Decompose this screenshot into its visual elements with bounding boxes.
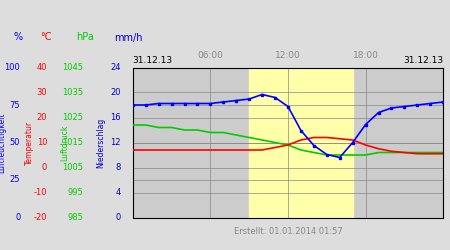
- Text: 50: 50: [10, 138, 20, 147]
- Text: Luftfeuchtigkeit: Luftfeuchtigkeit: [0, 112, 7, 173]
- Text: 25: 25: [10, 176, 20, 184]
- Text: 100: 100: [4, 63, 20, 72]
- Text: 24: 24: [110, 63, 121, 72]
- Text: hPa: hPa: [76, 32, 94, 42]
- Bar: [249, 68, 353, 218]
- Text: 16: 16: [110, 113, 121, 122]
- Text: 10: 10: [37, 138, 47, 147]
- Text: 31.12.13: 31.12.13: [403, 56, 443, 65]
- Text: mm/h: mm/h: [114, 32, 142, 42]
- Text: %: %: [14, 32, 22, 42]
- Text: 1005: 1005: [62, 163, 83, 172]
- Text: 20: 20: [37, 113, 47, 122]
- Text: 1045: 1045: [62, 63, 83, 72]
- Text: 75: 75: [9, 100, 20, 110]
- Text: 8: 8: [115, 163, 121, 172]
- Text: 31.12.13: 31.12.13: [133, 56, 173, 65]
- Text: 30: 30: [36, 88, 47, 97]
- Text: 12:00: 12:00: [275, 51, 301, 60]
- Text: 0: 0: [15, 213, 20, 222]
- Text: -10: -10: [34, 188, 47, 197]
- Text: 1015: 1015: [62, 138, 83, 147]
- Text: Niederschlag: Niederschlag: [97, 118, 106, 168]
- Text: 4: 4: [115, 188, 121, 197]
- Text: °C: °C: [40, 32, 52, 42]
- Text: Erstellt: 01.01.2014 01:57: Erstellt: 01.01.2014 01:57: [234, 228, 342, 236]
- Text: 12: 12: [110, 138, 121, 147]
- Text: 40: 40: [37, 63, 47, 72]
- Text: 0: 0: [115, 213, 121, 222]
- Text: Luftdruck: Luftdruck: [61, 124, 70, 161]
- Text: 1025: 1025: [62, 113, 83, 122]
- Text: 985: 985: [68, 213, 83, 222]
- Text: 1035: 1035: [62, 88, 83, 97]
- Text: Temperatur: Temperatur: [25, 120, 34, 164]
- Text: 06:00: 06:00: [198, 51, 223, 60]
- Text: 995: 995: [68, 188, 83, 197]
- Text: 20: 20: [110, 88, 121, 97]
- Text: -20: -20: [34, 213, 47, 222]
- Text: 18:00: 18:00: [353, 51, 378, 60]
- Text: 0: 0: [42, 163, 47, 172]
